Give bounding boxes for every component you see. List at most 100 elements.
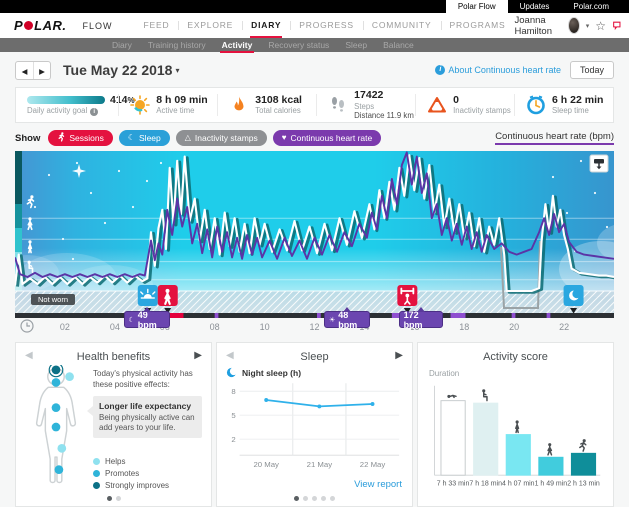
- walk-person-icon: [164, 288, 171, 305]
- carousel-dot[interactable]: [330, 496, 335, 501]
- presentation-screen-icon[interactable]: [589, 154, 609, 173]
- night-sleep-chart[interactable]: 8 5 2 20 May 21 May 22 May: [226, 378, 403, 474]
- hr-timeline-mark: [546, 313, 551, 318]
- subnav-item-activity[interactable]: Activity: [219, 40, 255, 53]
- stat-active-time: 8 h 09 min Active time: [118, 94, 217, 116]
- next-benefit-chevron[interactable]: ▶: [194, 350, 202, 361]
- polar-logo[interactable]: P LAR.: [14, 18, 67, 33]
- filter-pill-inactivity-stamps[interactable]: △ Inactivity stamps: [175, 130, 267, 146]
- bedtime-icon[interactable]: [563, 285, 584, 314]
- legend-item: Promotes: [93, 469, 202, 478]
- avatar[interactable]: [567, 17, 580, 34]
- notifications-flag-icon[interactable]: [612, 19, 621, 32]
- today-button[interactable]: Today: [569, 61, 614, 79]
- benefits-legend: Helps Promotes Strongly improves: [93, 454, 202, 490]
- next-sleep-chevron[interactable]: ▶: [395, 350, 403, 361]
- moon-icon: [226, 367, 237, 378]
- user-menu: Joanna Hamilton ▾ ☆: [515, 15, 622, 37]
- nav-item-explore[interactable]: EXPLORE: [178, 13, 242, 38]
- user-name[interactable]: Joanna Hamilton: [514, 14, 553, 37]
- card-title: Activity score: [483, 350, 548, 363]
- svg-text:04: 04: [110, 322, 120, 332]
- about-continuous-heart-rate-link[interactable]: About Continuous heart rate: [435, 65, 561, 75]
- triangle-icon: △: [184, 133, 191, 142]
- carousel-dot[interactable]: [294, 496, 299, 501]
- benefit-dot: [51, 403, 61, 413]
- topbar-tab-updates[interactable]: Updates: [519, 2, 550, 11]
- info-icon: [435, 65, 446, 75]
- duration-bar-standing[interactable]: [505, 434, 531, 476]
- nav-item-diary[interactable]: DIARY: [242, 13, 290, 38]
- svg-text:2: 2: [231, 435, 235, 444]
- svg-text:7 h 18 min: 7 h 18 min: [469, 480, 502, 487]
- subnav-item-diary[interactable]: Diary: [112, 40, 132, 50]
- favorites-star-icon[interactable]: ☆: [595, 18, 606, 33]
- star-decoration: [72, 164, 86, 178]
- svg-text:20: 20: [509, 322, 519, 332]
- activity-score-card: Activity score Duration 7 h 33 min 7 h 18…: [417, 342, 614, 507]
- duration-bar-lying[interactable]: [440, 400, 466, 476]
- sun-icon: ☀: [328, 316, 336, 324]
- nav-item-feed[interactable]: FEED: [143, 20, 170, 30]
- svg-text:22 May: 22 May: [360, 460, 386, 469]
- topbar-tab-polar-flow[interactable]: Polar Flow: [445, 0, 508, 13]
- activity-goal-progress-bar: [27, 96, 105, 104]
- nav-item-progress[interactable]: PROGRESS: [290, 13, 363, 38]
- training-session-icon[interactable]: [397, 285, 418, 314]
- filter-pill-continuous-heart-rate[interactable]: ♥ Continuous heart rate: [272, 130, 382, 146]
- chevron-down-icon[interactable]: ▾: [585, 22, 590, 30]
- legend-item: Helps: [93, 457, 202, 466]
- date-caret-icon[interactable]: ▾: [175, 65, 180, 75]
- date-title[interactable]: Tue May 22 2018: [63, 62, 173, 78]
- svg-text:2 h 13 min: 2 h 13 min: [567, 480, 600, 487]
- duration-bar-running[interactable]: [570, 452, 597, 476]
- diary-sub-navigation: Diary Training history Activity Recovery st…: [0, 38, 629, 53]
- activity-score-chart: 7 h 33 min 7 h 18 min 4 h 07 min 1 h 49 min…: [433, 385, 601, 487]
- sit-person-icon: [482, 389, 488, 402]
- duration-bar-sitting[interactable]: [473, 402, 499, 476]
- sleep-data-point[interactable]: [264, 398, 269, 402]
- subnav-item-balance[interactable]: Balance: [383, 40, 414, 50]
- hr-timeline-mark: [511, 313, 516, 318]
- duration-bar-walking[interactable]: [538, 456, 564, 476]
- subnav-item-sleep[interactable]: Sleep: [345, 40, 368, 50]
- subnav-item-training-history[interactable]: Training history: [147, 40, 206, 50]
- activity-heart-rate-chart[interactable]: Not worn0204060810121416182022 ☾49 bpm☀4…: [15, 151, 614, 335]
- prev-day-button[interactable]: ◀: [21, 66, 28, 76]
- view-report-link[interactable]: View report: [354, 479, 402, 490]
- sleep-data-point[interactable]: [317, 404, 322, 409]
- prev-sleep-chevron[interactable]: ◀: [226, 350, 234, 361]
- date-bar: ◀ ▶ Tue May 22 2018 ▾ About Continuous h…: [15, 60, 614, 80]
- carousel-dot[interactable]: [115, 496, 121, 501]
- goal-info-icon[interactable]: [90, 108, 99, 117]
- carousel-dot[interactable]: [321, 496, 326, 501]
- nav-item-community[interactable]: COMMUNITY: [362, 13, 441, 38]
- hr-timeline-mark: [391, 313, 401, 318]
- next-day-button[interactable]: ▶: [33, 61, 50, 79]
- topbar-tab-polar-com[interactable]: Polar.com: [573, 2, 609, 11]
- moon-icon: ☾: [128, 316, 135, 324]
- svg-text:10: 10: [260, 322, 270, 332]
- sit-person-icon: [27, 260, 34, 273]
- subnav-item-recovery-status[interactable]: Recovery status: [268, 40, 330, 50]
- carousel-dot[interactable]: [106, 496, 112, 501]
- carousel-dot[interactable]: [303, 496, 308, 501]
- stat-inactivity-stamps: 0 Inactivity stamps: [415, 94, 514, 116]
- walking-session-icon[interactable]: [157, 285, 178, 314]
- prev-benefit-chevron[interactable]: ◀: [25, 350, 33, 361]
- filter-pill-sleep[interactable]: ☾ Sleep: [118, 130, 170, 146]
- sleep-data-point[interactable]: [370, 402, 375, 406]
- walk-person-icon: [27, 217, 33, 231]
- svg-text:20 May: 20 May: [253, 460, 279, 469]
- heart-rate-badge: ☀ 48 bpm: [323, 307, 370, 330]
- svg-text:5: 5: [231, 411, 235, 420]
- stat-total-calories: 3108 kcal Total calories: [217, 94, 316, 116]
- lie-person-icon: [447, 394, 457, 399]
- stat-steps: 17422 Steps Distance 11.9 km: [316, 89, 415, 120]
- session-timeline-segment: [165, 313, 184, 318]
- carousel-dot[interactable]: [312, 496, 317, 501]
- steps-icon: [328, 95, 348, 115]
- filter-pill-sessions[interactable]: Sessions: [48, 130, 113, 146]
- nav-item-programs[interactable]: PROGRAMS: [440, 13, 515, 38]
